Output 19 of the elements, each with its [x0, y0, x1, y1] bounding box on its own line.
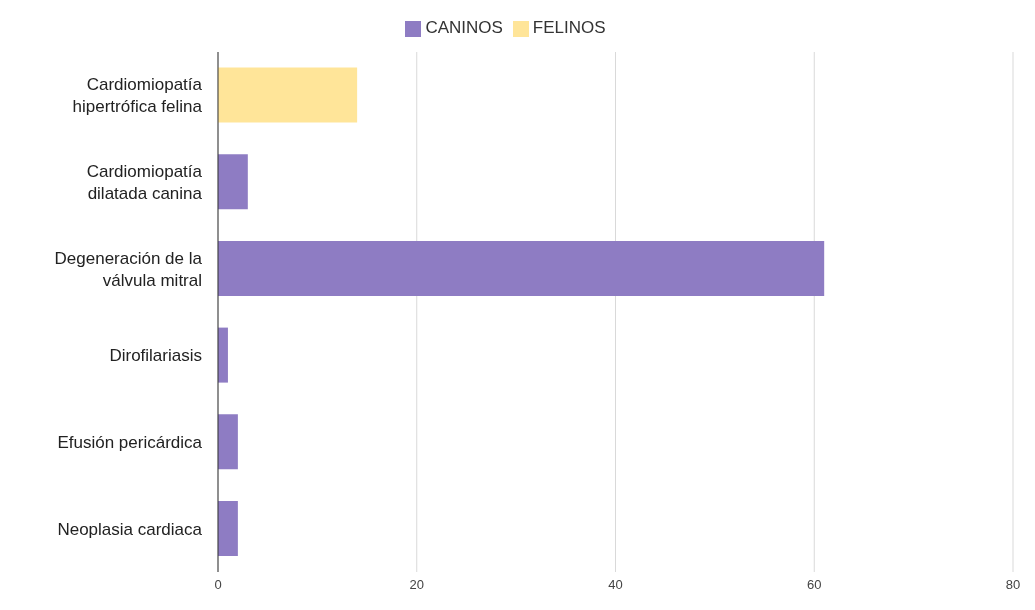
legend-label: CANINOS — [425, 18, 503, 37]
x-tick-label: 60 — [807, 577, 822, 593]
legend-label: FELINOS — [532, 18, 606, 37]
y-tick-label: Neoplasia cardiaca — [57, 519, 203, 539]
x-tick-label: 20 — [409, 577, 424, 593]
bar — [218, 67, 358, 123]
x-tick-label: 80 — [1005, 577, 1021, 593]
y-tick-label: Degeneración de la válvula mitral — [54, 248, 203, 290]
bar — [218, 327, 228, 383]
bar — [218, 414, 238, 470]
bar — [218, 240, 825, 296]
x-tick-label: 0 — [214, 577, 222, 593]
y-tick-label: Dirofilariasis — [109, 346, 202, 366]
y-tick-label: Cardiomiopatía hipertrófica felina — [72, 75, 203, 117]
x-tick-label: 40 — [608, 577, 623, 593]
bar — [218, 154, 248, 210]
y-tick-label: Efusión pericárdica — [57, 433, 203, 452]
y-tick-label: Cardiomiopatía dilatada canina — [86, 162, 203, 203]
bar — [218, 500, 238, 556]
